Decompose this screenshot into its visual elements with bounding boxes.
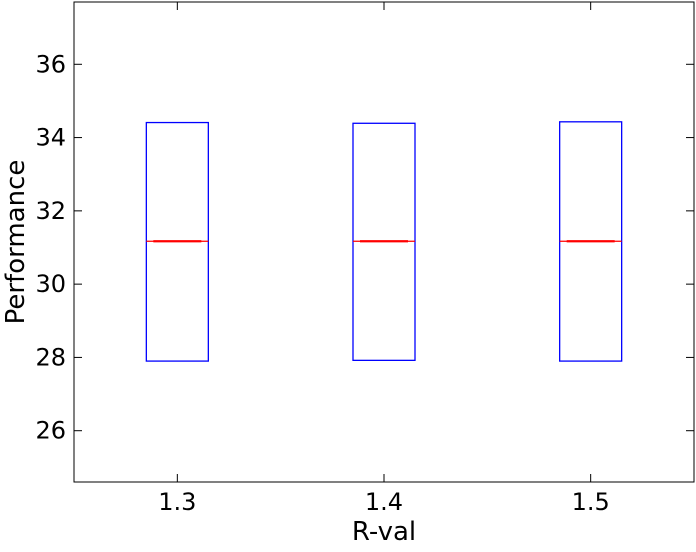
x-axis-label: R-val	[352, 517, 416, 547]
y-tick-label-32: 32	[35, 197, 66, 225]
y-tick-label-30: 30	[35, 270, 66, 298]
x-tick-label-1.5: 1.5	[572, 488, 610, 516]
y-tick-label-36: 36	[35, 50, 66, 78]
y-tick-label-34: 34	[35, 124, 66, 152]
x-axis: 1.3 1.4 1.5	[158, 2, 610, 516]
y-axis-label: Performance	[1, 160, 31, 325]
x-tick-label-1.4: 1.4	[365, 488, 403, 516]
boxes-group	[145, 121, 623, 362]
y-tick-label-28: 28	[35, 343, 66, 371]
x-tick-label-1.3: 1.3	[158, 488, 196, 516]
y-tick-label-26: 26	[35, 417, 66, 445]
y-axis: 26 28 30 32 34 36	[35, 50, 694, 445]
